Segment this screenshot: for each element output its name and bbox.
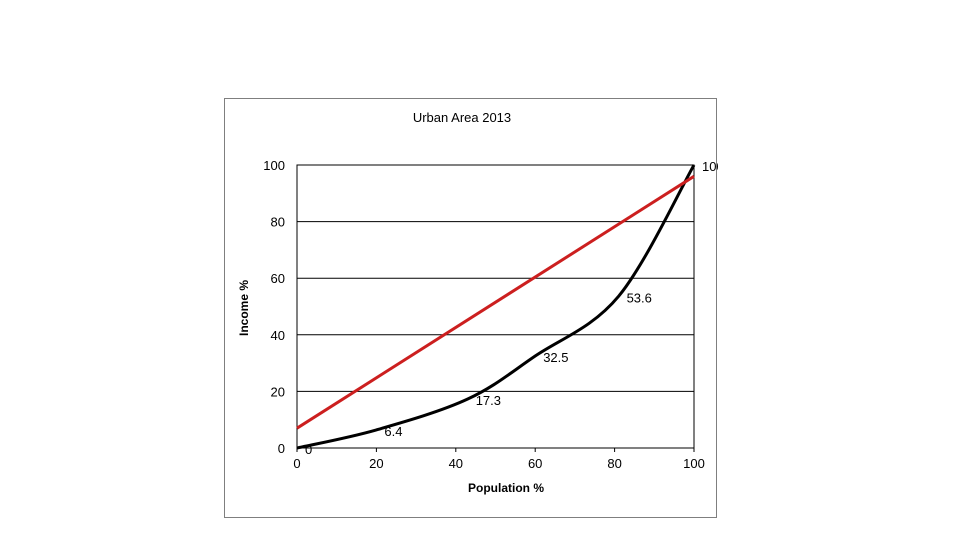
- plot-area: 0 20 40 60 80 100 0 20 40 60 80 100 0 6.4 17.3 32.5 53.6…: [263, 158, 718, 471]
- data-label: 6.4: [384, 424, 402, 439]
- data-label: 0: [305, 442, 312, 457]
- y-tick-label: 20: [271, 384, 285, 399]
- x-tick-label: 60: [528, 456, 542, 471]
- chart-svg: Urban Area 2013 Income % Population % 0 2…: [237, 110, 718, 495]
- y-axis-label: Income %: [237, 280, 251, 336]
- y-tick-label: 60: [271, 271, 285, 286]
- chart-frame: Urban Area 2013 Income % Population % 0 2…: [224, 98, 718, 518]
- y-tick-label: 100: [263, 158, 285, 173]
- series-line-2: [296, 175, 695, 430]
- x-axis-label: Population %: [468, 481, 544, 495]
- data-label: 100: [702, 159, 718, 174]
- data-label: 53.6: [627, 290, 652, 305]
- data-label: 32.5: [543, 350, 568, 365]
- x-tick-label: 80: [607, 456, 621, 471]
- chart-title: Urban Area 2013: [413, 110, 511, 125]
- y-tick-label: 0: [278, 441, 285, 456]
- x-tick-label: 20: [369, 456, 383, 471]
- plot-border: [296, 164, 695, 449]
- series-line-1: [296, 164, 696, 450]
- x-tick-label: 40: [449, 456, 463, 471]
- data-label: 17.3: [476, 393, 501, 408]
- y-tick-label: 80: [271, 215, 285, 230]
- x-tick-label: 0: [293, 456, 300, 471]
- y-tick-label: 40: [271, 328, 285, 343]
- x-tick-label: 100: [683, 456, 705, 471]
